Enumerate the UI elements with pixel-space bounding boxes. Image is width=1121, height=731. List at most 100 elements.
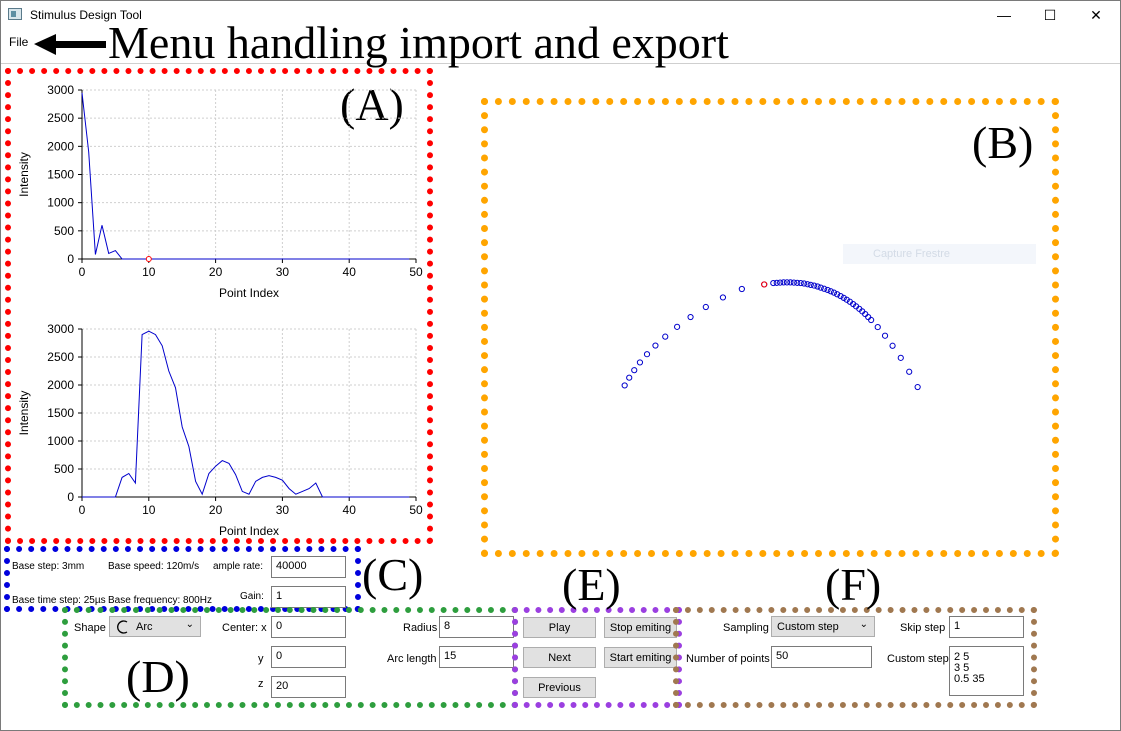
base-speed-label: Base speed: 120m/s [108,561,200,572]
arc-point [897,354,904,361]
y-tick-label: 0 [67,252,74,266]
arc-point [814,283,821,290]
arc-point [881,332,889,339]
intensity-plot-top[interactable]: 0 10 20 30 40 50050010001500200025003000Point… [10,74,430,306]
previous-button[interactable]: Previous [523,677,596,698]
sampling-select-value: Custom step [777,621,839,633]
region-b-box [481,98,1059,557]
number-of-points-label: Number of points [686,653,770,665]
shape-label: Shape [74,622,106,634]
y-tick-label: 1000 [47,196,74,210]
series-line [81,92,410,260]
arc-length-input[interactable]: 15 [439,646,514,668]
region-f-box [673,607,1037,708]
next-button[interactable]: Next [523,647,596,668]
skip-step-input[interactable]: 1 [949,616,1024,638]
y-tick-label: 3000 [47,83,74,97]
series-line [82,330,410,498]
arc-point [874,323,881,331]
region-e-box [512,607,682,708]
selected-point [145,256,152,262]
center-z-input[interactable]: 20 [271,676,346,698]
menu-file[interactable]: File [9,35,29,49]
gain-input[interactable]: 1 [271,586,346,608]
app-icon [8,8,22,20]
arc-point [830,289,838,296]
center-y-input[interactable]: 0 [271,646,346,668]
center-x-input[interactable]: 0 [271,616,346,638]
x-tick-label: 50 [409,503,423,517]
sampling-label: Sampling [723,622,769,634]
x-tick-label: 10 [142,265,156,279]
arc-point [780,279,787,286]
stimulus-preview-scatter[interactable] [490,106,1050,548]
custom-step-textarea[interactable]: 2 5 3 5 0.5 35 [949,646,1024,696]
stop-emiting-button[interactable]: Stop emiting [604,617,677,638]
arc-point [914,383,921,391]
y-axis-label: Intensity [17,152,31,197]
sampling-select[interactable]: Custom step ⌄ [771,616,875,637]
arc-point [687,313,694,321]
skip-step-label: Skip step [900,622,946,634]
y-tick-label: 500 [54,224,74,238]
center-x-label: Center: x [222,622,267,634]
minimize-icon[interactable]: — [997,7,1011,23]
y-tick-label: 1500 [47,168,74,182]
arc-point [636,359,644,366]
x-tick-label: 10 [142,503,156,517]
x-tick-label: 30 [276,265,290,279]
label-a: (A) [340,79,404,130]
label-c: (C) [362,549,424,600]
arc-point [834,291,841,298]
play-button[interactable]: Play [523,617,596,638]
shape-select[interactable]: Arc ⌄ [109,616,201,637]
number-of-points-input[interactable]: 50 [771,646,872,668]
arc-point [797,279,804,287]
radius-input[interactable]: 8 [439,616,514,638]
base-step-label: Base step: 3mm [12,561,85,572]
capture-window-ghost: Capture Frestre [843,244,1036,264]
menu-separator [0,63,1121,64]
y-tick-label: 2500 [47,350,74,364]
arc-point [794,279,801,286]
arc-point [777,279,784,286]
annotation-arrow-icon [34,34,106,55]
label-f: (F) [825,559,882,610]
maximize-icon[interactable]: ☐ [1043,6,1057,23]
sample-rate-label: ample rate: [213,561,264,572]
arc-point [702,303,709,311]
start-emiting-button[interactable]: Start emiting [604,647,677,668]
arc-point [621,382,628,389]
x-tick-label: 40 [343,503,357,517]
arc-point [824,286,831,294]
arc-point [790,279,797,286]
center-y-label: y [258,653,264,665]
arc-point [906,368,913,375]
arc-point [738,285,745,293]
arc-point [631,367,638,374]
arc-point [804,281,811,288]
close-icon[interactable]: ✕ [1090,6,1102,23]
y-tick-label: 2000 [47,378,74,392]
arc-point [817,284,824,291]
intensity-plot-bottom[interactable]: 0 10 20 30 40 50050010001500200025003000Point… [10,312,430,540]
x-tick-label: 20 [209,503,223,517]
custom-step-label: Custom step [887,653,949,665]
arc-point [868,316,875,324]
x-tick-label: 20 [209,265,223,279]
y-tick-label: 500 [54,462,74,476]
menu-bar: File [0,30,1121,52]
x-axis-label: Point Index [219,286,279,300]
y-tick-label: 2500 [47,111,74,125]
x-tick-label: 30 [276,503,290,517]
arc-point [643,351,651,358]
arc-point [801,280,808,287]
sample-rate-input[interactable]: 40000 [271,556,346,578]
arc-point [837,292,844,300]
label-b: (B) [972,117,1034,168]
arc-point [662,333,669,340]
arc-point [821,285,828,292]
window-title: Stimulus Design Tool [30,8,142,22]
arc-point [719,294,727,301]
center-z-label: z [258,678,264,690]
